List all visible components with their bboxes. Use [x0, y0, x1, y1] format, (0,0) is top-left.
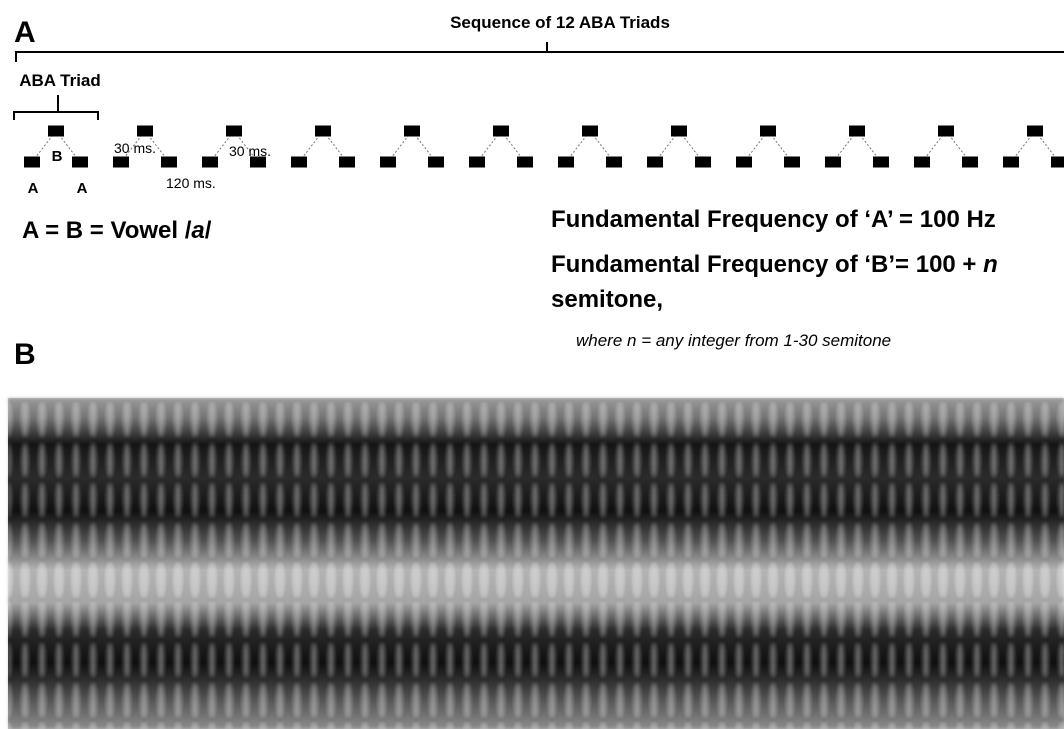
tone	[647, 157, 663, 168]
sequence-label: Sequence of 12 ABA Triads	[450, 13, 670, 32]
tone	[671, 126, 687, 137]
figure: A Sequence of 12 ABA Triads ABA Triad B …	[0, 0, 1064, 729]
text: /	[205, 217, 212, 244]
tone	[72, 157, 88, 168]
tone	[428, 157, 444, 168]
tone	[137, 126, 153, 137]
tone	[315, 126, 331, 137]
triad-label: ABA Triad	[19, 71, 101, 90]
text: A = B = Vowel /	[22, 217, 192, 244]
tone	[202, 157, 218, 168]
note-label: B	[52, 148, 63, 165]
equation: A = B = Vowel /a/	[22, 217, 212, 244]
tone	[113, 157, 129, 168]
triad-bracket	[14, 95, 98, 120]
spectrogram-texture	[8, 398, 1064, 729]
freq-a: Fundamental Frequency of ‘A’ = 100 Hz	[551, 206, 996, 233]
tone	[1027, 126, 1043, 137]
tone	[606, 157, 622, 168]
text: Fundamental Frequency of ‘B’= 100 +	[551, 251, 983, 278]
tone	[914, 157, 930, 168]
tone	[784, 157, 800, 168]
tone	[1051, 157, 1064, 168]
tone	[849, 126, 865, 137]
note: where n = any integer from 1-30 semitone	[576, 331, 891, 350]
tone	[962, 157, 978, 168]
text: a	[191, 217, 204, 244]
triad-sequence	[24, 126, 1064, 168]
note-label: A	[77, 180, 88, 197]
panel-label: A	[14, 16, 36, 49]
tone	[48, 126, 64, 137]
interval-label: 120 ms.	[166, 175, 216, 191]
gap-label: 30 ms.	[114, 140, 156, 156]
tone	[825, 157, 841, 168]
tone	[695, 157, 711, 168]
tone	[873, 157, 889, 168]
tone	[493, 126, 509, 137]
tone	[404, 126, 420, 137]
freq-b: Fundamental Frequency of ‘B’= 100 + n	[551, 251, 998, 278]
tone	[517, 157, 533, 168]
tone	[161, 157, 177, 168]
sequence-bracket	[16, 42, 1064, 62]
tone	[339, 157, 355, 168]
tone	[469, 157, 485, 168]
tone	[291, 157, 307, 168]
tone	[938, 126, 954, 137]
panel-label: B	[14, 338, 36, 371]
tone	[24, 157, 40, 168]
tone	[226, 126, 242, 137]
text: n	[983, 251, 998, 278]
tone	[582, 126, 598, 137]
freq-b-cont: semitone,	[551, 286, 663, 313]
tone	[760, 126, 776, 137]
tone	[736, 157, 752, 168]
gap-label: 30 ms.	[229, 143, 271, 159]
tone	[558, 157, 574, 168]
tone	[1003, 157, 1019, 168]
note-label: A	[28, 180, 39, 197]
spectrogram	[8, 398, 1064, 729]
tone	[380, 157, 396, 168]
